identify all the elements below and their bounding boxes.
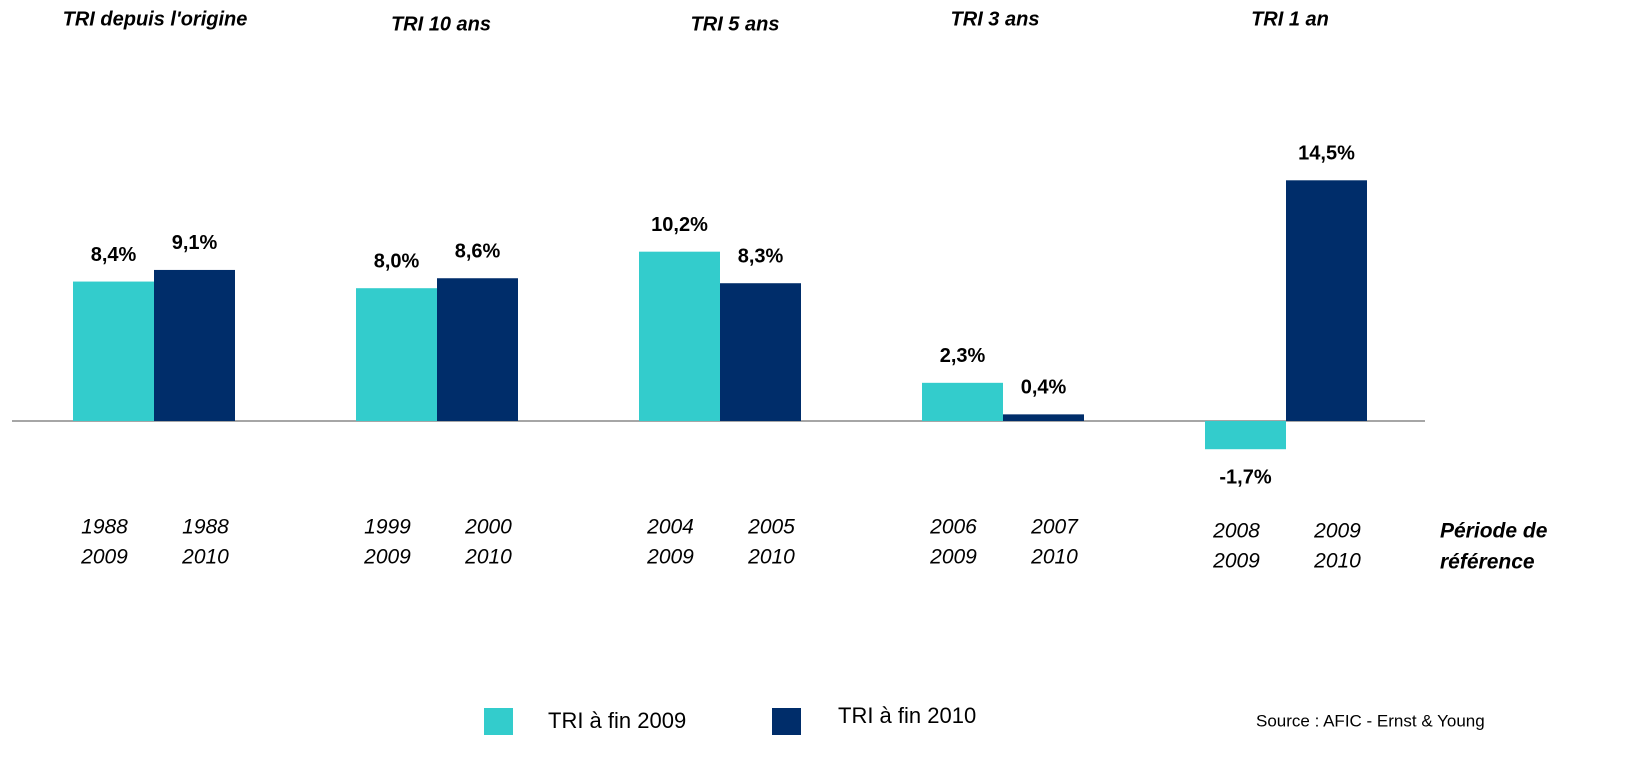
bar: [922, 382, 1003, 421]
source: Source : AFIC - Ernst & Young: [1256, 711, 1485, 730]
group-title: TRI 10 ans: [391, 13, 491, 35]
period-label: 2010: [1313, 550, 1361, 573]
value-label: 8,3%: [738, 246, 784, 268]
period-label: 2009: [363, 546, 411, 569]
value-label: 14,5%: [1298, 143, 1355, 165]
legend-label: TRI à fin 2009: [548, 708, 686, 733]
period-label: 1988: [182, 516, 229, 539]
period-label: 2009: [80, 546, 128, 569]
period-label: 2007: [1030, 516, 1079, 539]
bar: [720, 283, 801, 421]
bar: [154, 269, 235, 421]
period-label: 2010: [1030, 546, 1078, 569]
period-label: 1999: [364, 516, 411, 539]
period-axis-label: Période de: [1440, 520, 1548, 543]
bar: [73, 281, 154, 421]
value-label: 0,4%: [1021, 377, 1067, 399]
period-label: 2010: [181, 546, 229, 569]
legend-swatch: [484, 708, 513, 735]
period-label: 2000: [464, 516, 512, 539]
legend-label: TRI à fin 2010: [838, 703, 976, 728]
period-label: 1988: [81, 516, 128, 539]
period-label: 2008: [1212, 520, 1260, 543]
period-label: 2009: [646, 546, 694, 569]
group-title: TRI 3 ans: [951, 8, 1040, 30]
group-title: TRI 1 an: [1251, 8, 1329, 30]
group-title: TRI 5 ans: [691, 13, 780, 35]
bar: [1286, 180, 1367, 421]
bar: [1205, 421, 1286, 450]
value-label: 10,2%: [651, 214, 708, 236]
bar: [639, 251, 720, 421]
period-axis-label: référence: [1440, 551, 1535, 574]
period-label: 2010: [747, 546, 795, 569]
value-label: 9,1%: [172, 232, 218, 254]
period-label: 2009: [1313, 520, 1361, 543]
group-title: TRI depuis l'origine: [63, 8, 248, 30]
bar: [1003, 414, 1084, 421]
value-label: 8,4%: [91, 244, 137, 266]
bar: [356, 288, 437, 421]
bar: [437, 278, 518, 421]
period-label: 2010: [464, 546, 512, 569]
period-label: 2009: [929, 546, 977, 569]
legend-swatch: [772, 708, 801, 735]
period-label: 2006: [929, 516, 977, 539]
value-label: 8,0%: [374, 250, 420, 272]
value-label: 8,6%: [455, 241, 501, 263]
value-label: -1,7%: [1219, 467, 1271, 489]
value-label: 2,3%: [940, 345, 986, 367]
period-label: 2004: [646, 516, 694, 539]
period-label: 2005: [747, 516, 795, 539]
period-label: 2009: [1212, 550, 1260, 573]
